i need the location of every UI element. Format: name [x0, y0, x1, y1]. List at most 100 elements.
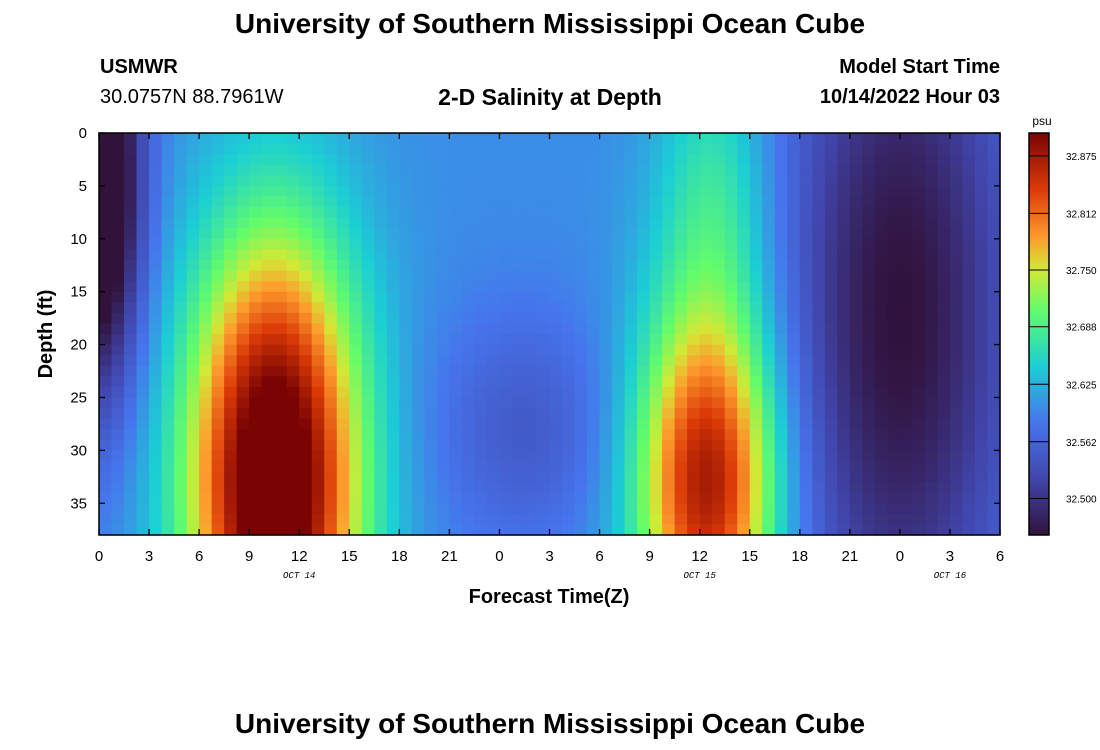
heatmap-cell [599, 344, 613, 356]
heatmap-cell [211, 408, 225, 420]
heatmap-cell [274, 524, 288, 536]
heatmap-cell [612, 503, 626, 515]
heatmap-cell [286, 503, 300, 515]
heatmap-cell [236, 460, 250, 473]
heatmap-cell [874, 492, 888, 504]
heatmap-cell [799, 355, 813, 367]
heatmap-cell [962, 323, 976, 335]
heatmap-cell [461, 228, 476, 240]
heatmap-cell [874, 397, 888, 409]
heatmap-cell [962, 482, 976, 494]
heatmap-cell [499, 217, 513, 229]
heatmap-cell [937, 228, 951, 240]
heatmap-cell [111, 376, 125, 388]
heatmap-cell [511, 397, 526, 409]
heatmap-cell [587, 259, 601, 272]
heatmap-cell [562, 471, 576, 483]
heatmap-cell [787, 429, 801, 441]
heatmap-cell [987, 175, 1001, 187]
heatmap-cell [136, 164, 150, 176]
heatmap-cell [737, 513, 751, 526]
heatmap-cell [124, 439, 138, 451]
heatmap-cell [562, 164, 576, 176]
heatmap-cell [524, 429, 538, 441]
heatmap-cell [549, 460, 563, 473]
heatmap-cell [849, 249, 863, 261]
heatmap-cell [624, 397, 638, 409]
heatmap-cell [637, 154, 651, 166]
heatmap-cell [812, 355, 826, 367]
heatmap-cell [299, 503, 313, 515]
heatmap-cell [286, 429, 300, 441]
heatmap-cell [324, 270, 338, 282]
heatmap-cell [924, 196, 939, 208]
heatmap-cell [849, 312, 863, 325]
heatmap-cell [249, 291, 263, 303]
heatmap-cell [724, 175, 738, 187]
heatmap-cell [587, 281, 601, 293]
heatmap-cell [274, 228, 288, 240]
heatmap-cell [224, 408, 238, 420]
heatmap-cell [574, 471, 588, 483]
heatmap-cell [399, 143, 413, 155]
heatmap-cell [524, 164, 538, 176]
heatmap-cell [524, 249, 538, 261]
heatmap-cell [361, 429, 375, 441]
heatmap-cell [324, 524, 338, 536]
heatmap-cell [899, 386, 913, 399]
heatmap-cell [874, 270, 888, 282]
heatmap-cell [286, 312, 300, 325]
heatmap-cell [849, 228, 863, 240]
heatmap-cell [924, 524, 939, 536]
heatmap-cell [399, 450, 413, 462]
heatmap-cell [99, 207, 113, 219]
heatmap-cell [749, 259, 763, 272]
heatmap-cell [949, 439, 964, 451]
heatmap-cell [587, 185, 601, 198]
heatmap-cell [649, 429, 663, 441]
heatmap-cell [324, 386, 338, 399]
heatmap-cell [361, 524, 375, 536]
heatmap-cell [274, 175, 288, 187]
heatmap-cell [249, 355, 263, 367]
heatmap-cell [612, 418, 626, 430]
heatmap-cell [374, 238, 388, 250]
heatmap-cell [111, 503, 125, 515]
heatmap-cell [461, 291, 476, 303]
heatmap-cell [499, 513, 513, 526]
heatmap-cell [249, 334, 263, 346]
heatmap-cell [186, 133, 200, 145]
heatmap-cell [912, 259, 926, 272]
heatmap-cell [136, 270, 150, 282]
x-tick-label: 3 [545, 548, 553, 565]
heatmap-cell [511, 334, 526, 346]
heatmap-cell [174, 175, 188, 187]
heatmap-cell [211, 450, 225, 462]
heatmap-cell [299, 228, 313, 240]
heatmap-cell [224, 492, 238, 504]
heatmap-cell [687, 460, 701, 473]
heatmap-cell [486, 228, 501, 240]
heatmap-cell [311, 270, 325, 282]
heatmap-cell [274, 460, 288, 473]
heatmap-cell [924, 344, 939, 356]
heatmap-cell [474, 492, 488, 504]
heatmap-cell [199, 513, 213, 526]
heatmap-cell [724, 439, 738, 451]
heatmap-cell [236, 196, 250, 208]
heatmap-cell [699, 175, 713, 187]
heatmap-cell [211, 397, 225, 409]
heatmap-cell [349, 291, 363, 303]
heatmap-cell [424, 312, 438, 325]
heatmap-cell [524, 334, 538, 346]
heatmap-cell [762, 185, 776, 198]
heatmap-cell [637, 133, 651, 145]
heatmap-cell [536, 503, 551, 515]
heatmap-cell [799, 334, 813, 346]
heatmap-cell [311, 207, 325, 219]
heatmap-cell [762, 386, 776, 399]
heatmap-cell [111, 418, 125, 430]
heatmap-cell [336, 386, 350, 399]
heatmap-cell [486, 429, 501, 441]
heatmap-cell [812, 249, 826, 261]
